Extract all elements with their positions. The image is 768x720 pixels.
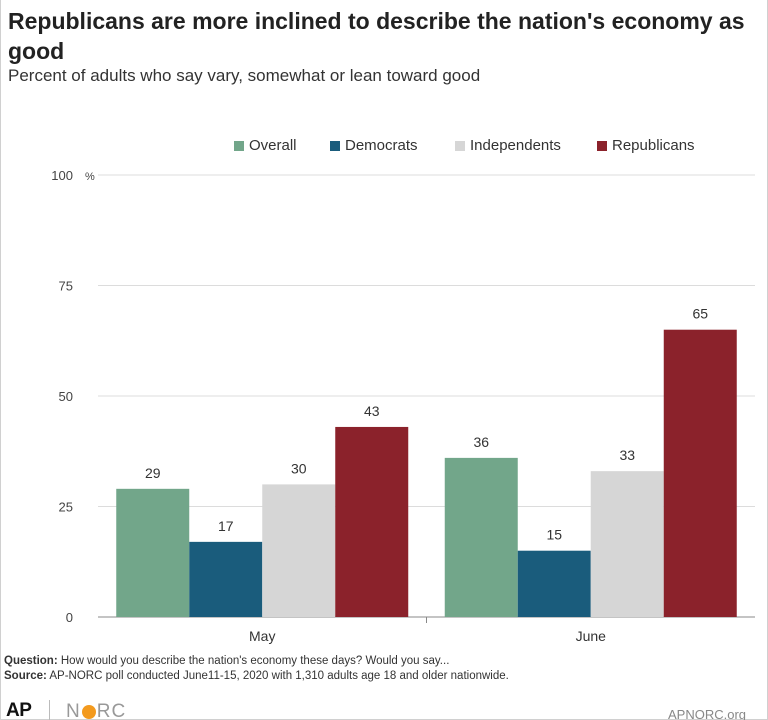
chart-subtitle: Percent of adults who say vary, somewhat… — [8, 66, 481, 85]
data-label: 36 — [473, 434, 489, 450]
y-tick-label: 75 — [59, 279, 73, 294]
data-label: 30 — [291, 460, 307, 476]
bar-overall-may — [116, 488, 190, 617]
y-tick-label: 50 — [59, 389, 73, 404]
legend-label-republicans: Republicans — [612, 137, 695, 154]
legend-label-independents: Independents — [470, 137, 561, 154]
logo-divider — [49, 700, 50, 720]
legend-item-independents: Independents — [455, 137, 561, 154]
bar-republicans-june — [663, 329, 737, 617]
norc-logo-left: N — [66, 701, 81, 720]
bar-independents-may — [262, 484, 336, 617]
legend-swatch-overall — [234, 140, 244, 151]
legend-item-republicans: Republicans — [597, 137, 695, 154]
data-label: 43 — [364, 403, 380, 419]
y-tick-label: 100 — [51, 168, 73, 183]
legend-item-democrats: Democrats — [330, 137, 418, 154]
bar-democrats-june — [517, 550, 591, 617]
x-category-label: June — [576, 628, 607, 644]
norc-logo-dot — [81, 705, 96, 719]
legend-label-overall: Overall — [249, 137, 297, 154]
data-label: 33 — [619, 447, 635, 463]
bar-chart: 0 25 50 75 100 % 29 17 30 43 May 36 15 33 65 June — [51, 168, 755, 644]
data-label: 17 — [218, 518, 234, 534]
footer-notes: Question: How would you describe the nat… — [4, 654, 509, 684]
y-tick-label: 25 — [59, 500, 73, 515]
legend: Overall Democrats Independents Republica… — [0, 137, 768, 157]
chart-title: Republicans are more inclined to describ… — [8, 8, 745, 64]
legend-swatch-independents — [455, 140, 465, 151]
legend-swatch-democrats — [330, 140, 340, 151]
norc-logo-right: RC — [96, 701, 127, 720]
legend-swatch-republicans — [597, 140, 607, 151]
y-tick-label: 0 — [66, 610, 73, 625]
data-label: 65 — [692, 306, 708, 322]
data-label: 29 — [145, 465, 161, 481]
legend-label-democrats: Democrats — [345, 137, 418, 154]
bar-overall-june — [444, 457, 518, 617]
source-label: Source: — [4, 670, 47, 682]
question-label: Question: — [4, 655, 58, 667]
question-text: How would you describe the nation's econ… — [60, 655, 450, 667]
legend-item-overall: Overall — [234, 137, 297, 154]
source-note: Source: AP-NORC poll conducted June11-15… — [4, 669, 509, 684]
question-note: Question: How would you describe the nat… — [4, 654, 509, 669]
norc-logo: N RC — [66, 701, 126, 720]
bar-democrats-may — [189, 541, 263, 617]
x-category-label: May — [249, 628, 275, 644]
data-label: 15 — [546, 527, 562, 543]
bar-independents-june — [590, 471, 664, 617]
source-text: AP-NORC poll conducted June11-15, 2020 w… — [49, 670, 509, 682]
ap-logo: AP — [6, 700, 32, 720]
y-unit-label: % — [85, 171, 95, 183]
website-link[interactable]: APNORC.org — [668, 707, 747, 720]
bar-republicans-may — [335, 426, 409, 617]
